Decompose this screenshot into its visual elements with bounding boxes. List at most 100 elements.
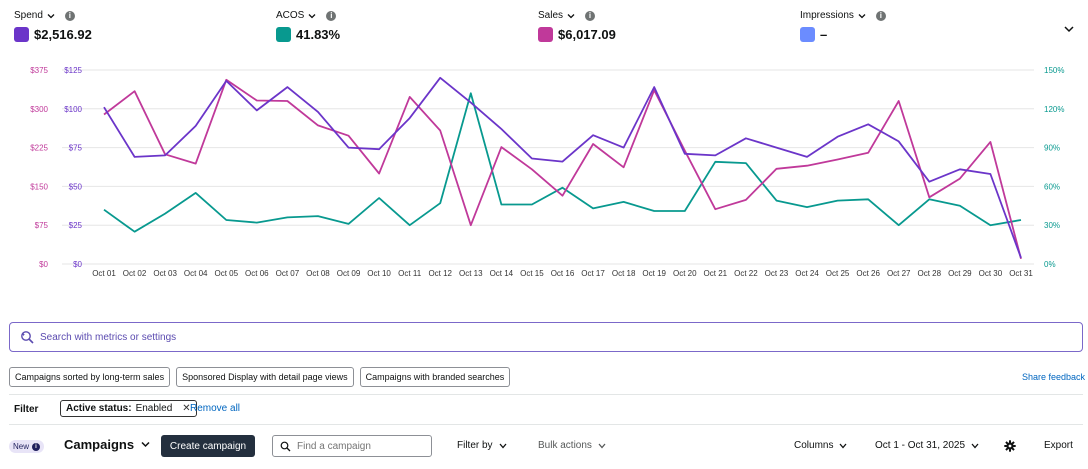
chevron-down-icon[interactable] [308, 12, 316, 20]
chevron-down-icon [839, 443, 847, 448]
x-tick-label: Oct 02 [123, 269, 147, 278]
x-tick-label: Oct 04 [184, 269, 208, 278]
info-icon[interactable]: i [585, 10, 596, 21]
bulk-actions-dropdown[interactable]: Bulk actions [538, 440, 606, 451]
x-tick-label: Oct 23 [765, 269, 789, 278]
metric-impressions-head: Impressions i [800, 10, 886, 21]
campaigns-dropdown[interactable]: Campaigns [64, 437, 150, 452]
metric-impressions[interactable]: Impressions i – [800, 10, 886, 42]
x-tick-label: Oct 18 [612, 269, 636, 278]
metric-value: – [820, 27, 828, 42]
metric-value-row: $2,516.92 [14, 27, 92, 42]
chevron-down-icon[interactable] [567, 12, 575, 20]
chevron-down-icon[interactable] [858, 12, 866, 20]
find-campaign-input[interactable] [297, 440, 417, 452]
y-tick-label-acos: 0% [1044, 260, 1056, 269]
color-swatch[interactable] [538, 27, 553, 42]
suggestion-chip[interactable]: Campaigns sorted by long-term sales [9, 367, 171, 387]
columns-dropdown[interactable]: Columns [794, 440, 847, 451]
find-campaign-field[interactable] [272, 435, 432, 457]
x-tick-label: Oct 29 [948, 269, 972, 278]
color-swatch[interactable] [276, 27, 291, 42]
search-sparkle-icon [21, 331, 34, 344]
x-tick-label: Oct 19 [642, 269, 666, 278]
metrics-search-box[interactable]: Search with metrics or settings [9, 322, 1083, 352]
x-tick-label: Oct 03 [153, 269, 177, 278]
collapse-chart-icon[interactable] [1063, 24, 1075, 34]
divider [9, 424, 1083, 425]
series-line-spend[interactable] [103, 76, 1022, 259]
performance-chart: $0 $0 0% $75 $25 30% $150 $50 60% $225 $75 90% $300 $… [30, 66, 1064, 278]
chevron-down-icon [141, 441, 150, 448]
y-tick-label-spend: $125 [64, 66, 82, 75]
suggestion-chips: Campaigns sorted by long-term sales Spon… [9, 367, 511, 387]
metric-spend-head: Spend i [14, 10, 92, 21]
x-tick-label: Oct 24 [795, 269, 819, 278]
series-line-sales[interactable] [103, 78, 1022, 260]
x-tick-label: Oct 22 [734, 269, 758, 278]
filter-pill-active-status[interactable]: Active status: Enabled ✕ [60, 400, 197, 417]
chevron-down-icon[interactable] [47, 12, 55, 20]
x-tick-label: Oct 06 [245, 269, 269, 278]
info-icon[interactable]: i [326, 10, 337, 21]
y-tick-label-sales: $75 [35, 221, 49, 230]
color-swatch[interactable] [800, 27, 815, 42]
export-button[interactable]: Export [1044, 440, 1073, 451]
x-tick-label: Oct 12 [428, 269, 452, 278]
remove-filter-icon[interactable]: ✕ [182, 403, 191, 414]
metric-acos-head: ACOS i [276, 10, 340, 21]
x-tick-label: Oct 27 [887, 269, 911, 278]
x-tick-label: Oct 25 [826, 269, 850, 278]
y-tick-label-sales: $375 [30, 66, 48, 75]
metric-value-row: 41.83% [276, 27, 340, 42]
search-icon [280, 441, 291, 451]
metric-label: ACOS [276, 10, 305, 21]
y-tick-label-spend: $0 [73, 260, 82, 269]
filter-pill-value: Enabled [135, 403, 173, 414]
y-tick-label-acos: 30% [1044, 221, 1060, 230]
y-tick-label-spend: $50 [69, 182, 83, 191]
filter-by-dropdown[interactable]: Filter by [457, 440, 507, 451]
gear-icon[interactable] [1004, 440, 1016, 452]
color-swatch[interactable] [14, 27, 29, 42]
y-tick-label-sales: $150 [30, 182, 48, 191]
y-tick-label-acos: 120% [1044, 105, 1064, 114]
x-tick-label: Oct 07 [276, 269, 300, 278]
suggestion-chip[interactable]: Campaigns with branded searches [359, 367, 511, 387]
x-tick-label: Oct 26 [856, 269, 880, 278]
date-range-dropdown[interactable]: Oct 1 - Oct 31, 2025 [875, 440, 979, 451]
x-tick-label: Oct 15 [520, 269, 544, 278]
chevron-down-icon [598, 443, 606, 448]
chevron-down-icon [971, 443, 979, 448]
x-tick-label: Oct 20 [673, 269, 697, 278]
create-campaign-button[interactable]: Create campaign [161, 435, 255, 457]
y-tick-label-spend: $100 [64, 105, 82, 114]
new-badge-label: New [13, 442, 30, 451]
x-tick-label: Oct 13 [459, 269, 483, 278]
divider [9, 394, 1083, 395]
search-input[interactable]: Search with metrics or settings [40, 331, 177, 343]
new-badge: New i [9, 440, 45, 453]
metric-value: $6,017.09 [558, 27, 616, 42]
info-icon[interactable]: i [32, 442, 41, 451]
metric-sales[interactable]: Sales i $6,017.09 [538, 10, 616, 42]
filter-by-label: Filter by [457, 440, 493, 451]
metric-value-row: – [800, 27, 886, 42]
suggestion-chip[interactable]: Sponsored Display with detail page views [176, 367, 354, 387]
info-icon[interactable]: i [875, 10, 886, 21]
x-tick-label: Oct 01 [92, 269, 116, 278]
share-feedback-link[interactable]: Share feedback [1022, 372, 1086, 382]
filter-pill-key: Active status: [66, 403, 132, 414]
metric-sales-head: Sales i [538, 10, 616, 21]
x-tick-label: Oct 05 [214, 269, 238, 278]
remove-all-link[interactable]: Remove all [190, 403, 241, 414]
x-tick-label: Oct 21 [704, 269, 728, 278]
metric-acos[interactable]: ACOS i 41.83% [276, 10, 340, 42]
metric-spend[interactable]: Spend i $2,516.92 [14, 10, 92, 42]
y-tick-label-acos: 60% [1044, 182, 1060, 191]
x-tick-label: Oct 31 [1009, 269, 1033, 278]
bulk-actions-label: Bulk actions [538, 440, 592, 451]
y-tick-label-spend: $75 [69, 144, 83, 153]
info-icon[interactable]: i [64, 10, 75, 21]
x-tick-label: Oct 09 [337, 269, 361, 278]
